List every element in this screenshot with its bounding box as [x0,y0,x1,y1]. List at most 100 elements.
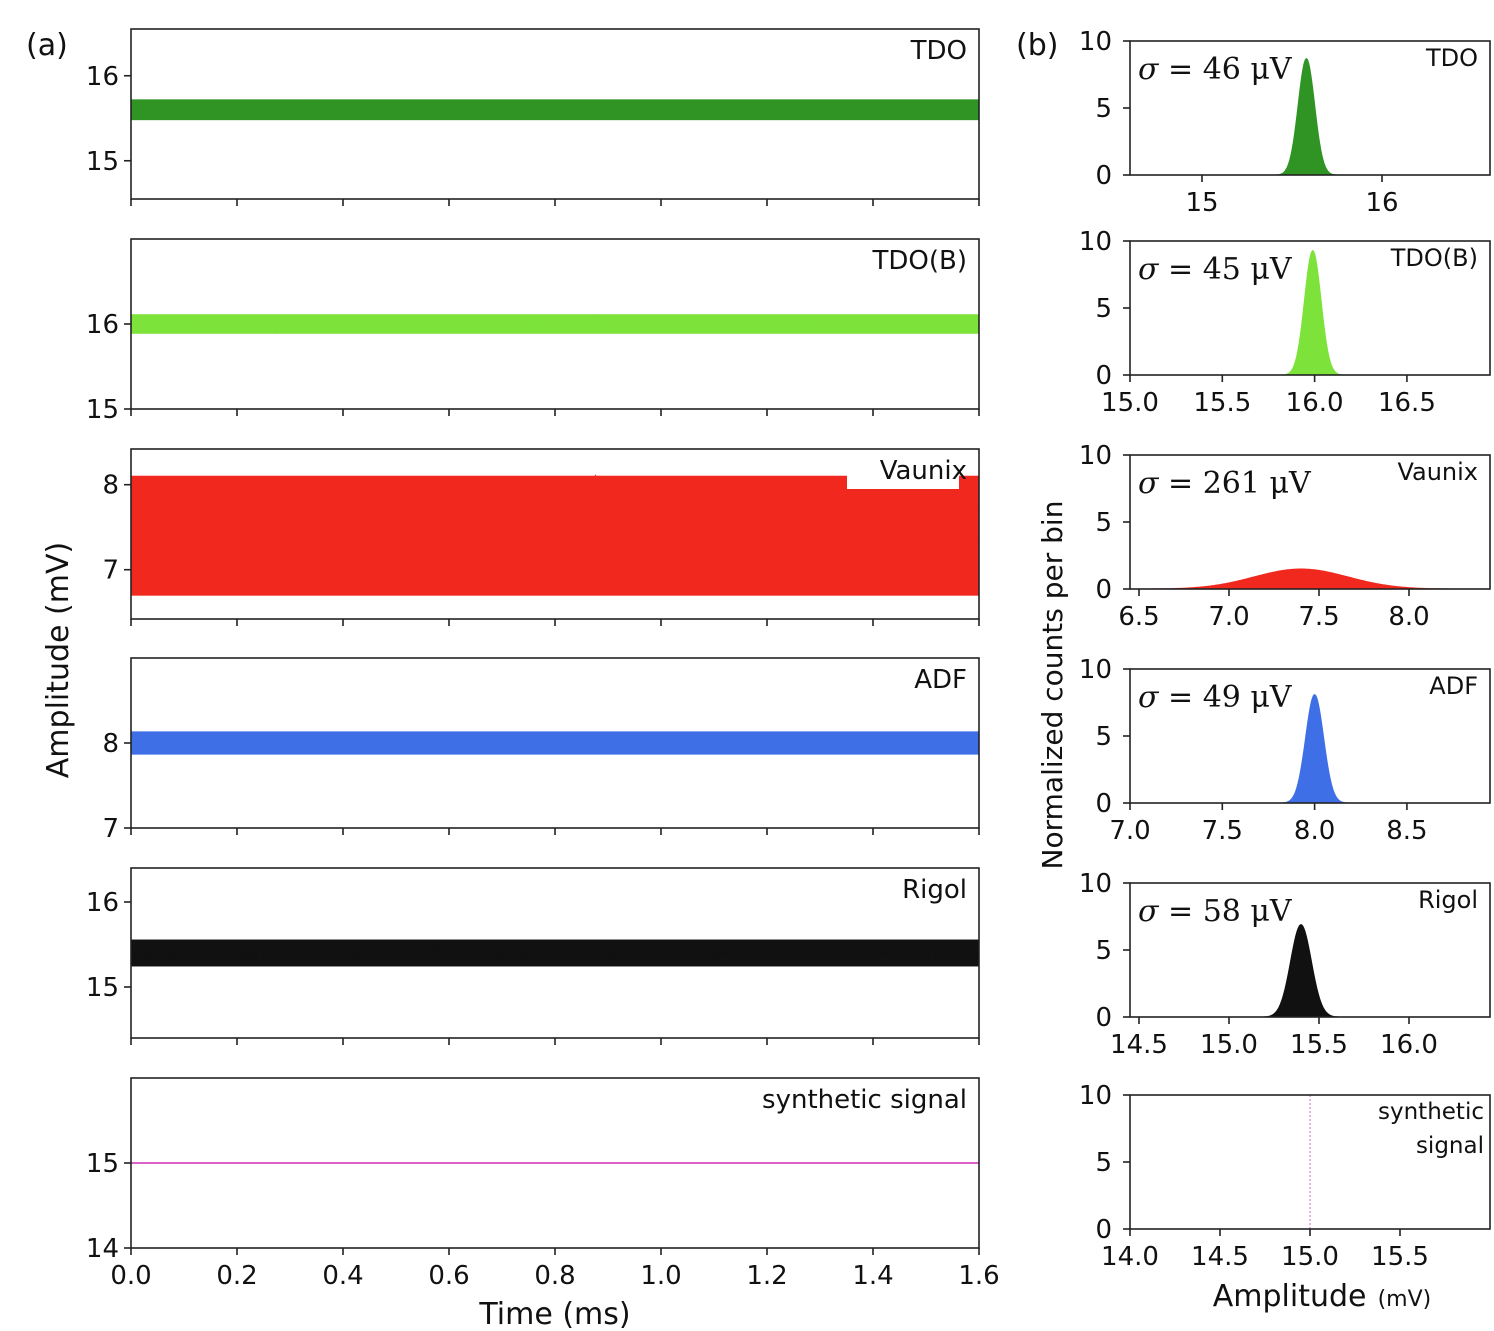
x-tick-label: 15.5 [1193,388,1251,418]
time-panel-vaunix: Vaunix 7 8 [102,448,980,626]
y-tick-label: 16 [86,888,119,918]
sigma-value: 46 μV [1203,52,1293,87]
histogram-panel-2: 0 5 10 15.0 15.5 16.0 16.5 TDO(B) σ = 45 μV [1079,227,1491,418]
y-tick-label: 5 [1095,1148,1112,1178]
x-tick-label: 16.5 [1378,388,1436,418]
sigma-symbol: σ = [1138,466,1203,501]
x-tick-label: 15.5 [1371,1242,1429,1272]
hist-source-label: ADF [1429,672,1478,700]
y-tick-label: 7 [102,556,119,586]
x-tick-label: 15.0 [1101,388,1159,418]
time-panel-adf: ADF 7 8 [102,657,980,844]
y-tick-label: 10 [1079,1081,1112,1111]
amplitude-ylabel: Amplitude (mV) [41,542,76,778]
y-tick-label: 10 [1079,27,1112,57]
y-tick-label: 5 [1095,722,1112,752]
x-tick-label: 16.0 [1286,388,1344,418]
x-tick-label: 7.5 [1298,602,1339,632]
y-tick-label: 8 [102,729,119,759]
y-tick-label: 15 [86,973,119,1003]
signal-trace [131,99,979,119]
y-tick-label: 10 [1079,655,1112,685]
y-tick-label: 16 [86,310,119,340]
y-tick-label: 5 [1095,508,1112,538]
hist-source-label: TDO [1425,44,1478,72]
y-tick-label: 5 [1095,294,1112,324]
sigma-symbol: σ = [1138,252,1203,287]
y-tick-label: 0 [1095,1215,1112,1245]
sigma-annotation: σ = 46 μV [1138,52,1293,87]
time-panel-synthetic: synthetic signal 14 15 0.0 0.2 0.4 0.6 0.8 1.0 1.… [86,1077,1000,1291]
histogram-panel-3: 0 5 10 6.5 7.0 7.5 8.0 Vaunix σ = 261 μV [1079,441,1491,632]
histogram-panel-5: 0 5 10 14.5 15.0 15.5 16.0 Rigol σ = 58 μV [1079,869,1491,1060]
x-tick-label: 7.0 [1109,816,1150,846]
sigma-symbol: σ = [1138,894,1203,929]
histogram-panels: 0 5 10 15 16 TDO σ = 46 μV 0 5 10 15.0 15.5 16.0 16.5… [1079,27,1491,1272]
histogram-panel-6: 0 5 10 14.0 14.5 15.0 15.5 synthetic signal [1079,1081,1491,1272]
y-tick-label: 10 [1079,869,1112,899]
x-tick-label: 14.0 [1101,1242,1159,1272]
y-tick-label: 0 [1095,575,1112,605]
counts-ylabel: Normalized counts per bin [1036,501,1069,870]
histogram-panel-1: 0 5 10 15 16 TDO σ = 46 μV [1079,27,1491,218]
x-tick-label: 1.0 [640,1261,681,1291]
sigma-annotation: σ = 45 μV [1138,252,1293,287]
x-tick-label: 16.0 [1380,1030,1438,1060]
time-series-panels: TDO 15 16 TDO(B) 15 16 Vaunix 7 8 ADF 7 8 Rigol 15 16 s… [86,28,1000,1291]
histogram-distribution [1130,924,1490,1018]
signal-trace [131,314,979,334]
x-tick-label: 0.2 [216,1261,257,1291]
x-tick-label: 15.0 [1200,1030,1258,1060]
sigma-annotation: σ = 58 μV [1138,894,1293,929]
trace-label: synthetic signal [762,1085,967,1115]
y-tick-label: 10 [1079,441,1112,471]
y-tick-label: 0 [1095,361,1112,391]
signal-trace [131,941,979,965]
x-tick-label: 14.5 [1110,1030,1168,1060]
time-panel-tdo-b-: TDO(B) 15 16 [86,238,980,425]
label-background [847,451,959,489]
signal-trace [131,732,979,754]
signal-trace [131,474,979,589]
x-tick-label: 1.4 [852,1261,893,1291]
noise-band [131,314,979,334]
y-tick-label: 10 [1079,227,1112,257]
trace-label: ADF [914,665,967,695]
hist-xlabel: Amplitude (mV) [1213,1279,1432,1314]
x-tick-label: 16 [1365,188,1398,218]
y-tick-label: 15 [86,147,119,177]
x-tick-label: 6.5 [1118,602,1159,632]
trace-label: TDO(B) [872,246,968,276]
sigma-annotation: σ = 49 μV [1138,680,1293,715]
panel-label-a: (a) [26,28,68,63]
hist-source-label: TDO(B) [1390,244,1478,272]
y-tick-label: 15 [86,395,119,425]
x-tick-label: 8.0 [1294,816,1335,846]
trace-label: Vaunix [880,456,967,486]
time-xlabel: Time (ms) [478,1297,630,1331]
x-tick-label: 8.5 [1386,816,1427,846]
hist-source-label: Vaunix [1397,458,1478,486]
y-tick-label: 0 [1095,1003,1112,1033]
hist-xlabel-word: Amplitude [1213,1279,1367,1314]
y-tick-label: 5 [1095,94,1112,124]
x-tick-label: 1.6 [958,1261,999,1291]
x-tick-label: 15.0 [1281,1242,1339,1272]
time-panel-tdo: TDO 15 16 [86,28,980,206]
sigma-symbol: σ = [1138,680,1203,715]
y-tick-label: 15 [86,1149,119,1179]
x-tick-label: 15.5 [1290,1030,1348,1060]
sigma-symbol: σ = [1138,52,1203,87]
y-tick-label: 14 [86,1234,119,1264]
sigma-value: 45 μV [1203,252,1293,287]
y-tick-label: 5 [1095,936,1112,966]
hist-xlabel-unit: (mV) [1378,1287,1432,1312]
x-tick-label: 8.0 [1388,602,1429,632]
x-tick-label: 1.2 [746,1261,787,1291]
hist-source-label: synthetic [1378,1099,1484,1125]
y-tick-label: 7 [102,814,119,844]
time-panel-rigol: Rigol 15 16 [86,867,980,1045]
trace-label: Rigol [902,875,967,905]
y-tick-label: 16 [86,62,119,92]
